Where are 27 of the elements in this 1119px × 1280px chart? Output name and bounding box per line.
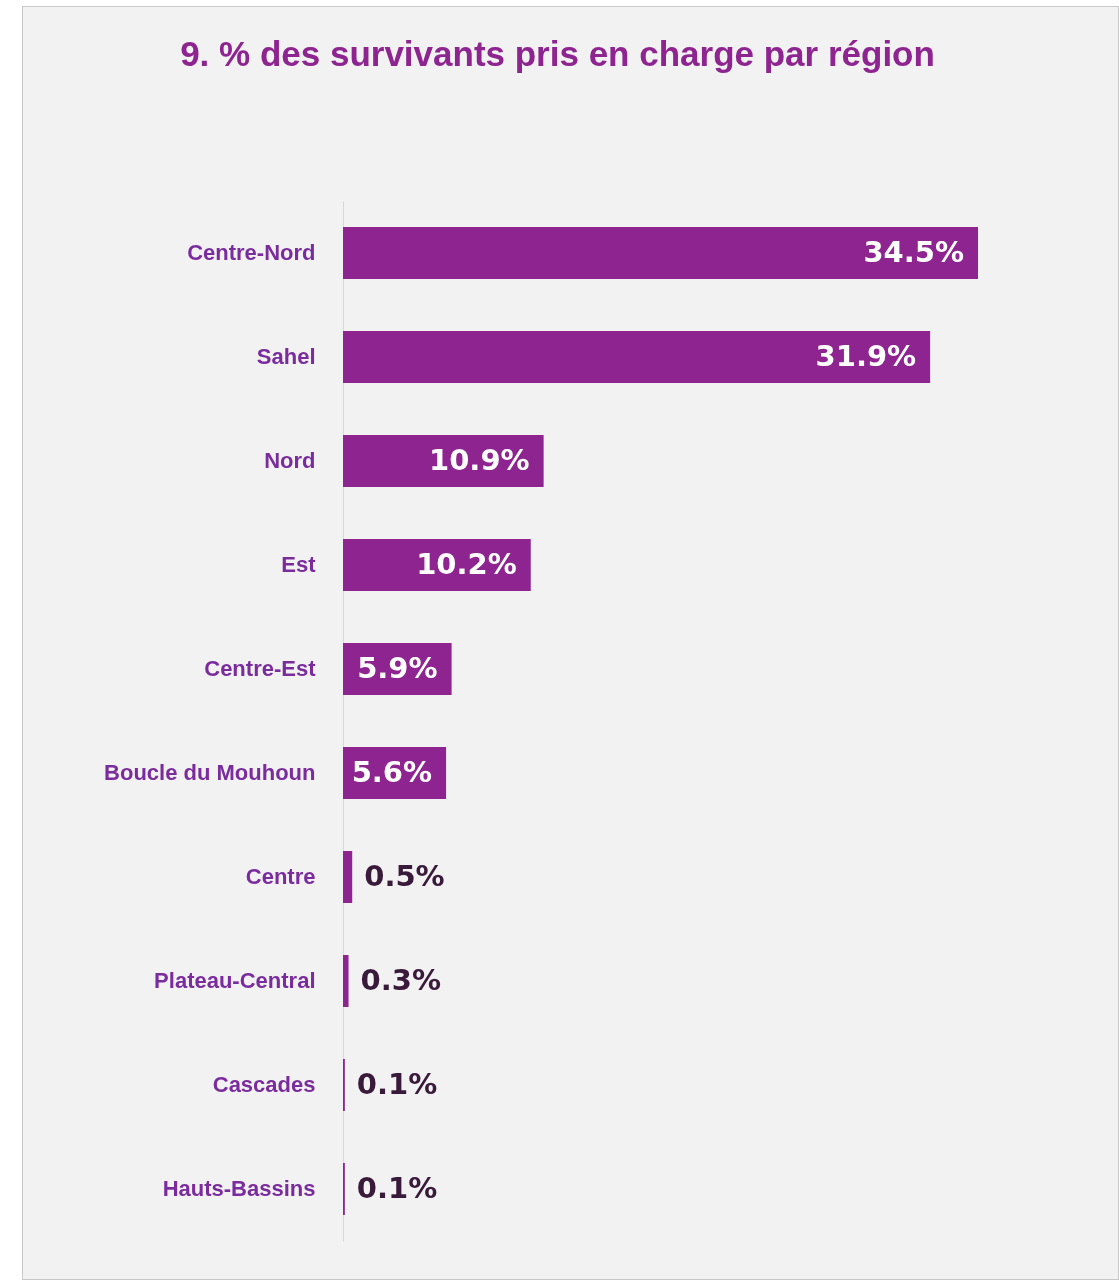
chart-title: 9. % des survivants pris en charge par région <box>180 34 935 73</box>
data-label: 5.9% <box>357 651 438 685</box>
data-label: 10.9% <box>429 443 530 477</box>
bar <box>343 851 353 903</box>
bar <box>343 435 544 487</box>
y-tick-label: Sahel <box>256 344 316 369</box>
data-label: 34.5% <box>863 235 964 269</box>
bar <box>343 331 931 383</box>
bar <box>343 955 349 1007</box>
y-tick-label: Centre-Nord <box>187 240 316 265</box>
data-label: 0.1% <box>356 1067 438 1101</box>
data-label: 10.2% <box>416 547 517 581</box>
y-tick-label: Nord <box>264 448 316 473</box>
data-label: 0.1% <box>356 1171 438 1205</box>
bar <box>343 539 531 591</box>
y-tick-label: Centre-Est <box>204 656 317 681</box>
y-tick-label: Boucle du Mouhoun <box>104 760 316 785</box>
y-tick-label: Plateau-Central <box>154 968 316 993</box>
y-tick-label: Cascades <box>212 1072 316 1097</box>
data-label: 31.9% <box>815 339 917 373</box>
data-label: 0.5% <box>364 859 445 893</box>
y-tick-label: Hauts-Bassins <box>162 1176 316 1201</box>
bar <box>343 227 978 279</box>
data-label: 0.3% <box>360 963 441 997</box>
data-label: 5.6% <box>351 755 433 789</box>
y-tick-label: Est <box>281 552 317 577</box>
y-tick-label: Centre <box>245 864 316 889</box>
